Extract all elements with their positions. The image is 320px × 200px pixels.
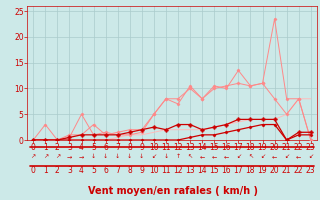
Text: 15: 15 — [209, 166, 219, 175]
Text: 7: 7 — [115, 166, 120, 175]
Text: ↖: ↖ — [188, 154, 193, 159]
Text: Vent moyen/en rafales ( km/h ): Vent moyen/en rafales ( km/h ) — [88, 186, 258, 196]
Text: ↙: ↙ — [284, 154, 289, 159]
Text: ↙: ↙ — [236, 154, 241, 159]
Text: ↙: ↙ — [260, 154, 265, 159]
Text: ←: ← — [224, 154, 229, 159]
Text: 18: 18 — [246, 166, 255, 175]
Text: 10: 10 — [149, 166, 159, 175]
Text: ↓: ↓ — [91, 154, 96, 159]
Text: 22: 22 — [294, 166, 303, 175]
Text: ↗: ↗ — [31, 154, 36, 159]
Text: 4: 4 — [79, 166, 84, 175]
Text: 21: 21 — [282, 166, 292, 175]
Text: ↓: ↓ — [127, 154, 132, 159]
Text: ←: ← — [296, 154, 301, 159]
Text: 1: 1 — [43, 166, 48, 175]
Text: ↓: ↓ — [163, 154, 169, 159]
Text: ←: ← — [200, 154, 205, 159]
Text: ↖: ↖ — [248, 154, 253, 159]
Text: 12: 12 — [173, 166, 183, 175]
Text: ↓: ↓ — [103, 154, 108, 159]
Text: 9: 9 — [140, 166, 144, 175]
Text: 14: 14 — [197, 166, 207, 175]
Text: 2: 2 — [55, 166, 60, 175]
Text: 17: 17 — [234, 166, 243, 175]
Text: 11: 11 — [161, 166, 171, 175]
Text: 19: 19 — [258, 166, 267, 175]
Text: ↙: ↙ — [151, 154, 156, 159]
Text: 3: 3 — [67, 166, 72, 175]
Text: ←: ← — [272, 154, 277, 159]
Text: 16: 16 — [221, 166, 231, 175]
Text: ↓: ↓ — [115, 154, 120, 159]
Text: ↙: ↙ — [308, 154, 313, 159]
Text: 8: 8 — [127, 166, 132, 175]
Text: 13: 13 — [185, 166, 195, 175]
Text: ↗: ↗ — [55, 154, 60, 159]
Text: ↑: ↑ — [175, 154, 181, 159]
Text: 6: 6 — [103, 166, 108, 175]
Text: ↓: ↓ — [139, 154, 144, 159]
Text: 23: 23 — [306, 166, 316, 175]
Text: →: → — [67, 154, 72, 159]
Text: 0: 0 — [31, 166, 36, 175]
Text: →: → — [79, 154, 84, 159]
Text: ←: ← — [212, 154, 217, 159]
Text: 20: 20 — [270, 166, 279, 175]
Text: ↗: ↗ — [43, 154, 48, 159]
Text: 5: 5 — [91, 166, 96, 175]
